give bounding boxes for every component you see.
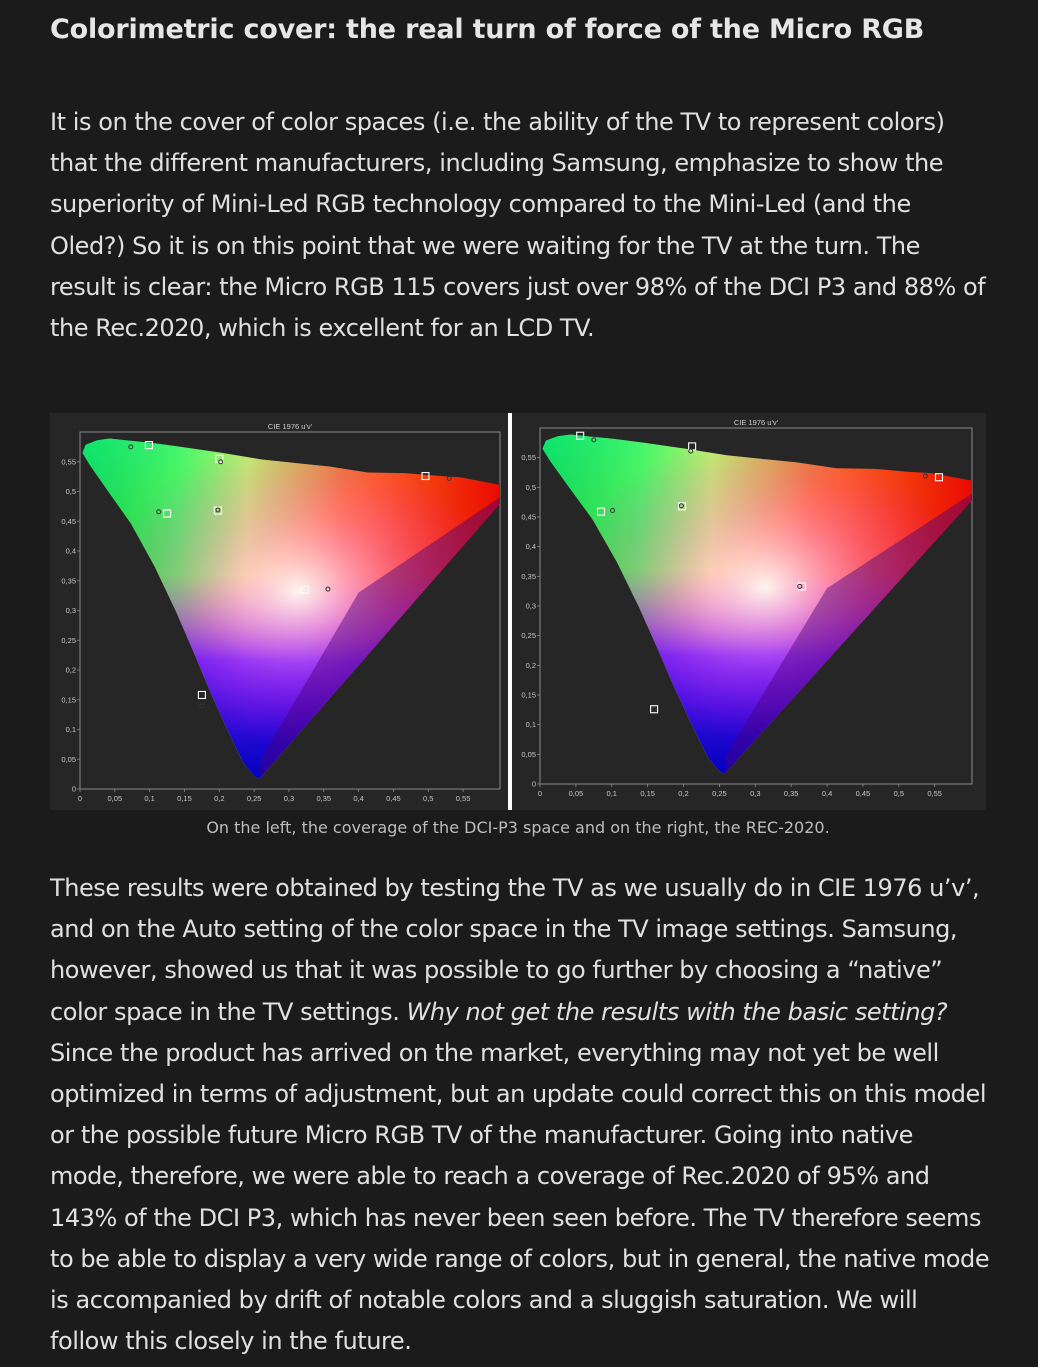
intro-paragraph: It is on the cover of color spaces (i.e.… <box>50 108 986 343</box>
x-tick-label: 0,2 <box>214 794 224 803</box>
measured-point <box>651 706 657 712</box>
y-tick-label: 0,05 <box>61 755 76 764</box>
y-tick-label: 0,45 <box>521 513 536 522</box>
y-tick-label: 0,5 <box>66 487 76 496</box>
x-tick-label: 0,35 <box>784 789 799 798</box>
x-tick-label: 0,35 <box>316 794 331 803</box>
measured-point <box>199 703 205 709</box>
purple-line-region <box>724 493 972 775</box>
x-tick-label: 0,4 <box>822 789 832 798</box>
target-point <box>934 473 944 482</box>
y-tick-label: 0,55 <box>61 457 76 466</box>
target-point <box>797 582 806 591</box>
results-question: Why not get the results with the basic s… <box>406 997 948 1026</box>
dci-p3-chart-svg: CIE 1976 u'v' 0 0,05 0,1 0,15 0,2 0,25 0,3 0,35 0… <box>61 422 501 803</box>
x-tick-label: 0,55 <box>927 789 942 798</box>
y-tick-label: 0,2 <box>66 666 76 675</box>
measured-point <box>609 507 615 513</box>
figure-caption: On the left, the coverage of the DCI-P3 … <box>206 818 830 837</box>
measured-point <box>218 459 224 465</box>
target-point <box>163 509 172 518</box>
rec2020-chart: CIE 1976 u'v' 0 0,05 0,1 0,15 0,2 0,25 0,3 0,35 0… <box>512 413 986 810</box>
y-tick-label: 0,1 <box>526 720 536 729</box>
y-tick-label: 0,4 <box>526 542 536 551</box>
rec2020-chart-svg: CIE 1976 u'v' 0 0,05 0,1 0,15 0,2 0,25 0,3 0,35 0… <box>521 418 973 798</box>
chart-title: CIE 1976 u'v' <box>734 418 779 427</box>
measured-point <box>128 444 134 450</box>
target-point <box>596 507 606 516</box>
x-tick-label: 0,15 <box>640 789 655 798</box>
measured-point <box>591 437 597 443</box>
y-tick-label: 0,45 <box>61 517 76 526</box>
y-tick-label: 0,3 <box>526 602 536 611</box>
results-paragraph: These results were obtained by testing t… <box>50 868 990 1362</box>
section-heading: Colorimetric cover: the real turn of for… <box>50 14 925 45</box>
y-tick-label: 0,5 <box>526 483 536 492</box>
measured-point <box>688 448 694 454</box>
measured-point <box>922 473 928 479</box>
y-tick-label: 0,15 <box>61 695 76 704</box>
y-tick-label: 0,2 <box>526 661 536 670</box>
y-tick-label: 0,1 <box>66 725 76 734</box>
x-tick-label: 0,15 <box>177 794 192 803</box>
target-point <box>300 585 310 594</box>
x-tick-label: 0,55 <box>456 794 471 803</box>
x-tick-label: 0,45 <box>856 789 871 798</box>
target-point <box>576 431 585 440</box>
x-tick-label: 0,1 <box>607 789 617 798</box>
y-tick-label: 0,05 <box>521 750 536 759</box>
spectral-locus <box>82 438 500 780</box>
measured-point <box>797 583 803 589</box>
spectral-locus <box>542 434 972 775</box>
x-tick-label: 0,5 <box>423 794 433 803</box>
x-tick-label: 0,45 <box>386 794 401 803</box>
gamut-figure: CIE 1976 u'v' 0 0,05 0,1 0,15 0,2 0,25 0,3 0,35 0… <box>50 413 986 810</box>
purple-line-region <box>258 497 500 780</box>
x-tick-label: 0 <box>538 789 542 798</box>
x-tick-label: 0,25 <box>712 789 727 798</box>
target-point <box>213 506 222 515</box>
y-tick-label: 0,25 <box>521 631 536 640</box>
y-tick-label: 0,4 <box>66 547 76 556</box>
target-point <box>197 690 206 700</box>
y-tick-label: 0,35 <box>521 572 536 581</box>
measured-point <box>156 509 162 515</box>
y-tick-label: 0,35 <box>61 576 76 585</box>
target-point <box>650 705 659 714</box>
y-tick-label: 0 <box>532 780 536 789</box>
results-text-1: These results were obtained by testing t… <box>50 874 980 1026</box>
y-tick-label: 0,55 <box>521 453 536 462</box>
x-tick-label: 0,05 <box>569 789 584 798</box>
dci-p3-chart: CIE 1976 u'v' 0 0,05 0,1 0,15 0,2 0,25 0,3 0,35 0… <box>50 413 508 810</box>
x-tick-label: 0,25 <box>247 794 262 803</box>
x-tick-label: 0,2 <box>678 789 688 798</box>
x-tick-label: 0,5 <box>894 789 904 798</box>
measured-point <box>325 586 331 592</box>
x-tick-label: 0,05 <box>108 794 123 803</box>
y-tick-label: 0,3 <box>66 606 76 615</box>
target-point <box>144 441 154 450</box>
y-tick-label: 0,25 <box>61 636 76 645</box>
measured-point <box>215 507 221 513</box>
y-tick-label: 0 <box>72 785 76 794</box>
results-text-2: Since the product has arrived on the mar… <box>50 1038 990 1356</box>
x-tick-label: 0,3 <box>750 789 760 798</box>
x-tick-label: 0,4 <box>353 794 363 803</box>
x-tick-label: 0,3 <box>284 794 294 803</box>
target-point <box>421 471 430 481</box>
x-tick-label: 0,1 <box>144 794 154 803</box>
target-point <box>215 454 224 463</box>
x-tick-label: 0 <box>78 794 82 803</box>
measured-point <box>678 503 684 509</box>
measured-point <box>446 475 452 481</box>
target-point <box>678 502 687 511</box>
y-tick-label: 0,15 <box>521 691 536 700</box>
chart-title: CIE 1976 u'v' <box>268 422 313 431</box>
